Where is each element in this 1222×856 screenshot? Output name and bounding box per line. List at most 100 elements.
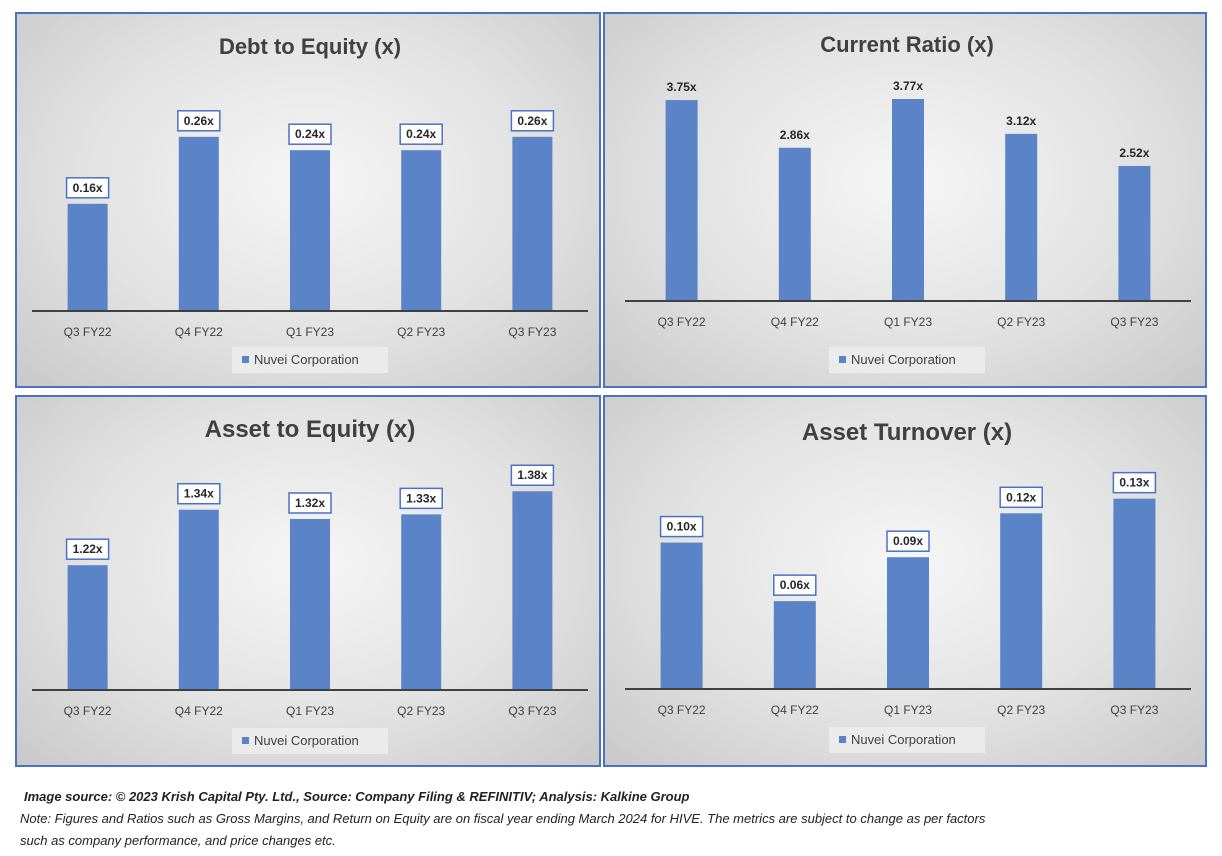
x-tick-label: Q3 FY22: [64, 704, 112, 718]
legend-label: Nuvei Corporation: [851, 352, 956, 367]
x-tick-label: Q4 FY22: [175, 704, 223, 718]
data-label: 1.22x: [73, 542, 103, 556]
image-source-text: Image source: © 2023 Krish Capital Pty. …: [24, 789, 690, 804]
chart-title: Asset to Equity (x): [205, 416, 416, 443]
chart-title: Asset Turnover (x): [802, 419, 1012, 446]
x-tick-label: Q3 FY22: [658, 315, 706, 329]
data-label-box: [659, 515, 704, 538]
data-label: 0.06x: [780, 578, 810, 592]
chart-svg: Asset to Equity (x) 1.22x 1.34x 1.32x 1.33x 1…: [32, 416, 588, 754]
x-tick-label: Q1 FY23: [286, 325, 334, 339]
data-label-box: [288, 492, 332, 514]
x-tick-label: Q2 FY23: [997, 703, 1045, 717]
x-tick-label: Q4 FY22: [175, 325, 223, 339]
data-label-box: [1112, 471, 1157, 494]
data-label: 3.75x: [667, 80, 697, 94]
chart-title: Current Ratio (x): [820, 32, 994, 57]
legend-swatch: [242, 737, 249, 744]
bar-q3-fy22: [67, 203, 108, 311]
legend-box: [829, 727, 985, 753]
legend-label: Nuvei Corporation: [254, 733, 359, 748]
bar-q3-fy22: [660, 542, 703, 689]
bar-q1-fy23: [290, 518, 330, 690]
x-tick-label: Q1 FY23: [286, 704, 334, 718]
x-tick-label: Q3 FY22: [64, 325, 112, 339]
data-label: 0.24x: [406, 127, 436, 141]
data-label-box: [399, 487, 443, 510]
legend: Nuvei Corporation: [232, 728, 388, 754]
legend-label: Nuvei Corporation: [254, 352, 359, 367]
chart-svg: Debt to Equity (x) 0.16x 0.26x 0.24x 0.24x 0.…: [32, 34, 588, 373]
chart-title: Debt to Equity (x): [219, 34, 401, 59]
bar-q4-fy22: [778, 147, 811, 301]
chart-svg: Asset Turnover (x) 0.10x 0.06x 0.09x 0.12x 0.…: [625, 419, 1191, 753]
bar-q2-fy23: [401, 150, 442, 311]
data-label: 0.24x: [295, 127, 325, 141]
data-label-box: [177, 482, 221, 505]
data-label: 0.12x: [1006, 490, 1036, 504]
x-tick-label: Q2 FY23: [397, 704, 445, 718]
data-label-box: [65, 538, 110, 560]
bar-q2-fy23: [1005, 133, 1038, 301]
chart-panel-asset-to-equity: Asset to Equity (x) 1.22x 1.34x 1.32x 1.33x 1…: [15, 395, 601, 767]
bar-q4-fy22: [178, 136, 219, 311]
x-tick-label: Q4 FY22: [771, 703, 819, 717]
bar-q3-fy23: [1118, 165, 1151, 301]
bar-q3-fy22: [67, 565, 108, 690]
x-tick-label: Q3 FY22: [658, 703, 706, 717]
bar-q4-fy22: [178, 509, 219, 690]
data-label-box: [999, 486, 1043, 509]
x-tick-label: Q1 FY23: [884, 703, 932, 717]
bar-q3-fy23: [512, 136, 553, 311]
chart-panel-current-ratio: Current Ratio (x) 3.75x 2.86x 3.77x 3.12x 2.5…: [603, 12, 1207, 388]
data-label: 1.34x: [184, 487, 214, 501]
data-label: 1.32x: [295, 496, 325, 510]
x-tick-label: Q3 FY23: [1110, 315, 1158, 329]
data-label: 0.10x: [667, 520, 697, 534]
bar-q3-fy22: [665, 100, 698, 301]
data-label-box: [288, 123, 332, 145]
bar-q2-fy23: [401, 514, 442, 690]
data-label: 2.86x: [780, 128, 810, 142]
bar-q2-fy23: [1000, 513, 1043, 689]
chart-panel-asset-turnover: Asset Turnover (x) 0.10x 0.06x 0.09x 0.12x 0.…: [603, 395, 1207, 767]
legend: Nuvei Corporation: [829, 727, 985, 753]
data-label: 3.12x: [1006, 114, 1036, 128]
data-label-box: [177, 110, 221, 132]
x-tick-label: Q4 FY22: [771, 315, 819, 329]
legend: Nuvei Corporation: [232, 347, 388, 373]
x-tick-label: Q2 FY23: [397, 325, 445, 339]
data-label: 0.13x: [1119, 476, 1149, 490]
data-label-box: [886, 530, 930, 552]
note-line-2: such as company performance, and price c…: [20, 833, 336, 848]
data-label: 0.09x: [893, 534, 923, 548]
legend-box: [232, 728, 388, 754]
legend-box: [829, 347, 985, 373]
bar-q1-fy23: [290, 150, 330, 311]
legend-label: Nuvei Corporation: [851, 732, 956, 747]
legend-swatch: [839, 356, 846, 363]
data-label-box: [65, 177, 110, 199]
x-tick-label: Q3 FY23: [508, 704, 556, 718]
data-label: 2.52x: [1119, 146, 1149, 160]
x-tick-label: Q3 FY23: [1110, 703, 1158, 717]
data-label-box: [773, 574, 817, 596]
bar-q4-fy22: [773, 601, 816, 689]
data-label: 0.26x: [184, 114, 214, 128]
data-label: 0.26x: [517, 114, 547, 128]
bar-q1-fy23: [887, 557, 929, 689]
x-tick-label: Q1 FY23: [884, 315, 932, 329]
bar-q1-fy23: [892, 99, 924, 301]
bar-q3-fy23: [1113, 498, 1156, 689]
data-label-box: [510, 110, 555, 132]
bar-q3-fy23: [512, 491, 553, 690]
data-label: 1.33x: [406, 491, 436, 505]
x-tick-label: Q3 FY23: [508, 325, 556, 339]
chart-panel-debt-to-equity: Debt to Equity (x) 0.16x 0.26x 0.24x 0.24x 0.…: [15, 12, 601, 388]
x-tick-label: Q2 FY23: [997, 315, 1045, 329]
legend-box: [232, 347, 388, 373]
data-label-box: [399, 123, 443, 145]
data-label-box: [510, 464, 555, 486]
legend: Nuvei Corporation: [829, 347, 985, 373]
data-label: 0.16x: [73, 181, 103, 195]
